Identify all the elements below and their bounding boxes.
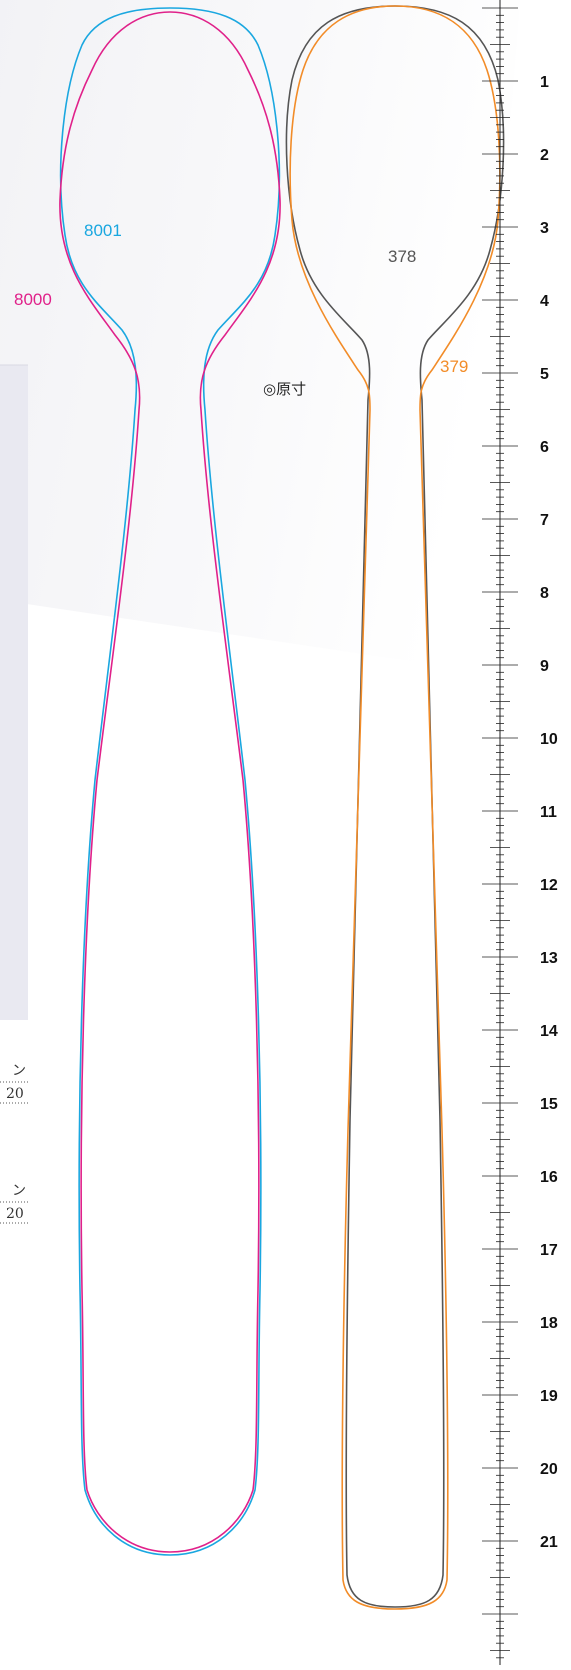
ruler-label: 3 (540, 220, 549, 237)
ruler-label: 7 (540, 512, 549, 529)
ruler-label: 18 (540, 1315, 558, 1332)
edge-fragment-bottom: 20 (6, 1086, 24, 1102)
ruler-label: 20 (540, 1461, 558, 1478)
edge-fragment: ン 20 (0, 1063, 28, 1104)
spoon-8001-outline (59, 7, 281, 1556)
ruler-label: 2 (540, 147, 549, 164)
ruler-label: 10 (540, 731, 558, 748)
ruler-label: 4 (540, 293, 549, 310)
spoon-378-outline (285, 5, 505, 1608)
label-379: 379 (440, 357, 468, 376)
edge-fragment-bottom: 20 (6, 1206, 24, 1222)
ruler-label: 8 (540, 585, 549, 602)
actual-size-note: ◎原寸 (263, 380, 306, 398)
ruler-label: 1 (540, 74, 549, 91)
label-8000: 8000 (14, 290, 52, 309)
ruler-label: 14 (540, 1023, 558, 1040)
ruler-label: 13 (540, 950, 558, 967)
edge-fragment-top: ン (12, 1183, 26, 1199)
ruler-label: 21 (540, 1534, 558, 1551)
label-378: 378 (388, 247, 416, 266)
ruler-label: 17 (540, 1242, 558, 1259)
ruler-label: 6 (540, 439, 549, 456)
ruler-label: 12 (540, 877, 558, 894)
ruler-label: 11 (540, 804, 557, 821)
spoon-8000-outline (59, 11, 281, 1553)
edge-fragment-top: ン (12, 1063, 26, 1079)
ruler-label: 5 (540, 366, 549, 383)
edge-fragment: ン 20 (0, 1183, 28, 1224)
ruler-label: 15 (540, 1096, 558, 1113)
spoon-379-outline (289, 5, 501, 1610)
ruler-label: 9 (540, 658, 549, 675)
label-8001: 8001 (84, 221, 122, 240)
ruler-label: 16 (540, 1169, 558, 1186)
ruler-label: 19 (540, 1388, 558, 1405)
